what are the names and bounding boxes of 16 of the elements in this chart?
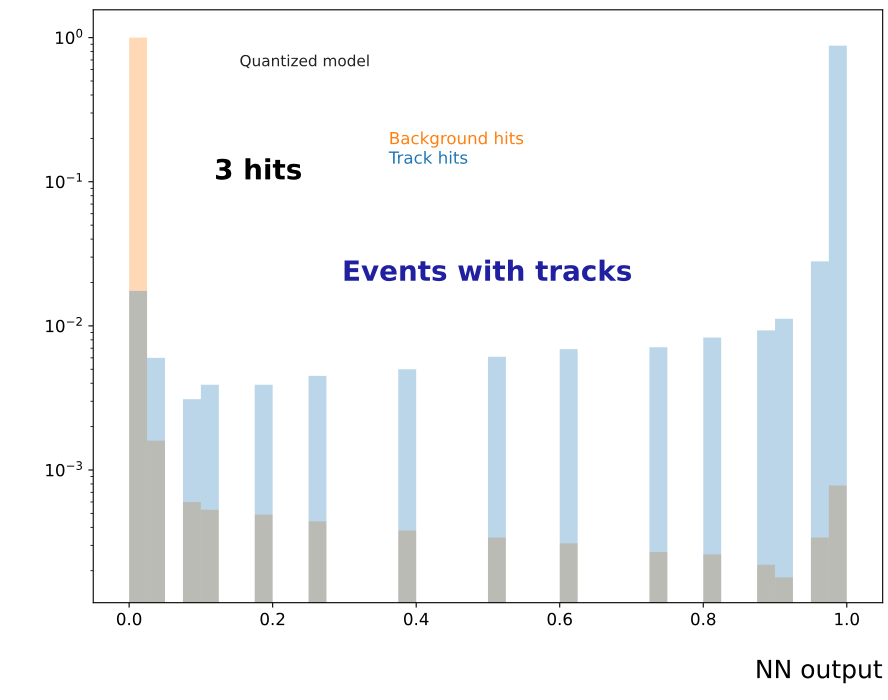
- text: Track hits: [388, 150, 468, 164]
- y-tick-label: 10$^{−3}$: [46, 461, 82, 476]
- y-tick-label: 10$^{−2}$: [46, 317, 82, 332]
- x-tick-label: 0.6: [548, 612, 572, 626]
- annotation: Quantized model: [240, 54, 369, 68]
- y-tick-label: 10$^{−1}$: [46, 173, 82, 188]
- x-axis-title: NN output: [757, 660, 882, 684]
- annotation: 3 hits: [216, 158, 301, 180]
- x-tick-label: 0.2: [260, 612, 284, 626]
- x-tick-label: 1.0: [835, 612, 859, 626]
- y-tick-label: 10$^{0}$: [56, 28, 82, 44]
- x-tick-label: 0.4: [404, 612, 429, 626]
- x-tick-label: 0.8: [691, 612, 716, 626]
- annotation: Events with tracks: [344, 260, 631, 282]
- text: Background hits: [390, 132, 524, 148]
- x-tick-label: 0.0: [116, 612, 142, 626]
